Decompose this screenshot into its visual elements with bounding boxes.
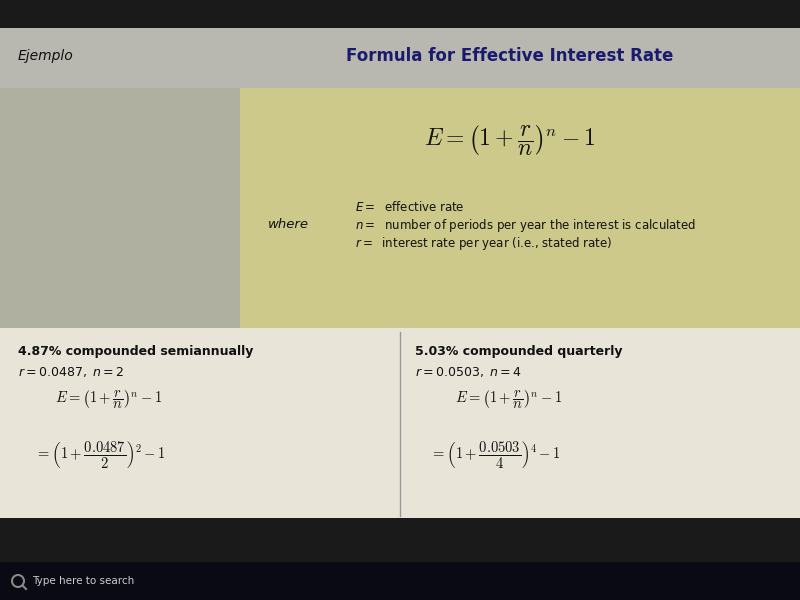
Text: $E = \left(1+\dfrac{r}{n}\right)^{n} - 1$: $E = \left(1+\dfrac{r}{n}\right)^{n} - 1… (424, 123, 596, 157)
FancyBboxPatch shape (240, 88, 800, 330)
Text: $= \left(1+\dfrac{0.0503}{4}\right)^{4} - 1$: $= \left(1+\dfrac{0.0503}{4}\right)^{4} … (430, 440, 561, 471)
FancyBboxPatch shape (0, 562, 800, 600)
FancyBboxPatch shape (0, 88, 240, 330)
FancyBboxPatch shape (0, 328, 800, 518)
FancyBboxPatch shape (0, 0, 800, 30)
Text: Ejemplo: Ejemplo (18, 49, 74, 63)
Text: Type here to search: Type here to search (32, 576, 134, 586)
Text: $= \left(1+\dfrac{0.0487}{2}\right)^{2} - 1$: $= \left(1+\dfrac{0.0487}{2}\right)^{2} … (35, 440, 166, 471)
Text: 5.03% compounded quarterly: 5.03% compounded quarterly (415, 345, 622, 358)
Text: $r=$  interest rate per year (i.e., stated rate): $r=$ interest rate per year (i.e., state… (355, 235, 612, 251)
Text: $r = 0.0503,\; n = 4$: $r = 0.0503,\; n = 4$ (415, 365, 522, 379)
Text: $n=$  number of periods per year the interest is calculated: $n=$ number of periods per year the inte… (355, 217, 696, 233)
Text: where: where (268, 218, 309, 232)
FancyBboxPatch shape (0, 518, 800, 562)
Text: $E=$  effective rate: $E=$ effective rate (355, 200, 465, 214)
Text: $E = \left(1+\dfrac{r}{n}\right)^{n} - 1$: $E = \left(1+\dfrac{r}{n}\right)^{n} - 1… (55, 388, 162, 410)
Text: $r = 0.0487,\; n = 2$: $r = 0.0487,\; n = 2$ (18, 365, 124, 379)
Text: Formula for Effective Interest Rate: Formula for Effective Interest Rate (346, 47, 674, 65)
Text: 4.87% compounded semiannually: 4.87% compounded semiannually (18, 345, 254, 358)
Text: $E = \left(1+\dfrac{r}{n}\right)^{n} - 1$: $E = \left(1+\dfrac{r}{n}\right)^{n} - 1… (455, 388, 562, 410)
FancyBboxPatch shape (0, 28, 800, 90)
